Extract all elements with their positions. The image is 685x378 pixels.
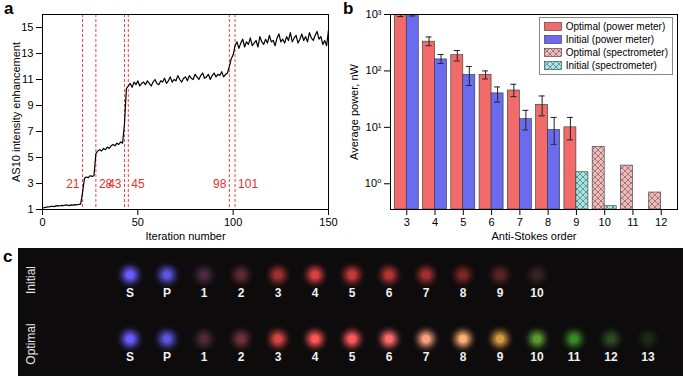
svg-text:Average power, nW: Average power, nW [348,63,360,159]
svg-text:100: 100 [224,216,242,228]
html-text:Optimal (spectrometer): Optimal (spectrometer) [565,47,668,58]
svg-text:Anti-Stokes order: Anti-Stokes order [492,230,577,242]
svg-text:10: 10 [530,286,544,300]
svg-text:45: 45 [131,177,145,191]
svg-text:1: 1 [201,350,208,364]
html-text:Optimal (power meter): Optimal (power meter) [565,21,666,32]
svg-text:10³: 10³ [366,8,382,20]
html-text:Initial (spectrometer): Initial (spectrometer) [565,60,657,71]
svg-text:5: 5 [460,216,466,228]
svg-text:S: S [126,350,134,364]
svg-text:150: 150 [319,216,337,228]
svg-text:1: 1 [201,286,208,300]
svg-text:13: 13 [21,47,33,59]
svg-text:50: 50 [132,216,144,228]
svg-text:101: 101 [238,177,258,191]
svg-text:10: 10 [530,350,544,364]
svg-text:6: 6 [489,216,495,228]
svg-text:Optimal: Optimal [24,323,38,364]
svg-text:4: 4 [432,216,438,228]
svg-text:28: 28 [99,177,113,191]
svg-text:7: 7 [423,286,430,300]
svg-text:2: 2 [238,286,245,300]
svg-text:8: 8 [545,216,551,228]
svg-text:8: 8 [460,286,467,300]
svg-text:98: 98 [213,177,227,191]
svg-text:4: 4 [312,350,319,364]
svg-text:13: 13 [641,350,655,364]
svg-text:3: 3 [275,286,282,300]
svg-text:1: 1 [27,203,33,215]
svg-text:21: 21 [66,177,80,191]
svg-text:5: 5 [27,151,33,163]
svg-text:10²: 10² [366,64,382,76]
svg-text:0: 0 [39,216,45,228]
svg-text:7: 7 [27,125,33,137]
svg-text:6: 6 [386,350,393,364]
svg-text:4: 4 [312,286,319,300]
html-text:a: a [4,0,14,18]
svg-text:11: 11 [627,216,638,228]
svg-text:Initial: Initial [24,266,38,294]
html-text:b: b [343,0,354,18]
svg-text:7: 7 [517,216,523,228]
svg-text:3: 3 [27,177,33,189]
svg-text:11: 11 [22,73,33,85]
svg-text:9: 9 [497,350,504,364]
svg-text:9: 9 [573,216,579,228]
svg-text:5: 5 [349,286,356,300]
svg-text:AS10 intensity enhancement: AS10 intensity enhancement [10,42,22,182]
svg-text:P: P [163,350,171,364]
html-text:Initial (power meter): Initial (power meter) [565,34,655,45]
svg-text:3: 3 [404,216,410,228]
svg-text:43: 43 [108,176,122,191]
svg-text:11: 11 [568,350,581,364]
svg-text:12: 12 [604,350,618,364]
html-text:c: c [3,247,13,266]
svg-text:8: 8 [460,350,467,364]
svg-text:2: 2 [238,350,245,364]
svg-text:P: P [163,286,171,300]
svg-text:S: S [126,286,134,300]
svg-text:9: 9 [497,286,504,300]
svg-text:7: 7 [423,350,430,364]
svg-text:15: 15 [21,21,33,33]
svg-text:3: 3 [275,350,282,364]
svg-text:10: 10 [599,216,611,228]
svg-text:Iteration number: Iteration number [145,230,225,242]
svg-text:12: 12 [655,216,667,228]
svg-text:5: 5 [349,350,356,364]
svg-text:10¹: 10¹ [366,121,382,133]
svg-text:9: 9 [27,99,33,111]
svg-text:10⁰: 10⁰ [365,177,382,189]
svg-text:6: 6 [386,286,393,300]
